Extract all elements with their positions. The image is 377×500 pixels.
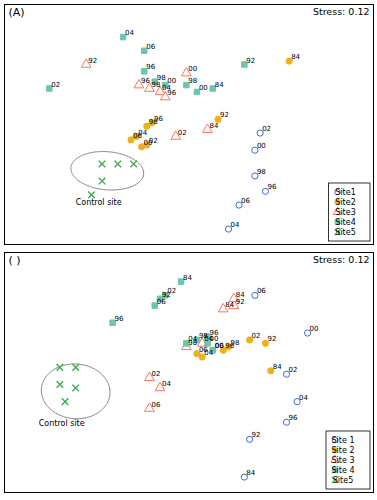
svg-text:Site 3: Site 3 bbox=[332, 456, 355, 465]
svg-text:02: 02 bbox=[149, 137, 158, 145]
svg-text:04: 04 bbox=[204, 349, 213, 357]
svg-text:06: 06 bbox=[157, 298, 166, 306]
svg-text:96: 96 bbox=[146, 63, 155, 71]
svg-text:Control site: Control site bbox=[39, 419, 85, 428]
svg-text:06: 06 bbox=[257, 287, 266, 295]
svg-text:Site3: Site3 bbox=[335, 208, 355, 217]
svg-text:84: 84 bbox=[209, 122, 218, 130]
svg-text:92: 92 bbox=[88, 57, 97, 65]
svg-text:96: 96 bbox=[154, 115, 163, 123]
svg-text:02: 02 bbox=[51, 81, 60, 89]
svg-text:06: 06 bbox=[146, 43, 155, 51]
svg-text:(A): (A) bbox=[9, 6, 25, 19]
svg-text:98: 98 bbox=[151, 81, 160, 89]
svg-text:92: 92 bbox=[267, 335, 276, 343]
svg-text:00: 00 bbox=[310, 325, 319, 333]
svg-text:84: 84 bbox=[236, 291, 245, 299]
svg-text:Site2: Site2 bbox=[335, 198, 355, 207]
svg-text:96: 96 bbox=[209, 328, 219, 337]
svg-text:Site5: Site5 bbox=[333, 476, 353, 485]
svg-text:04: 04 bbox=[188, 335, 197, 343]
svg-text:02: 02 bbox=[252, 332, 261, 340]
svg-text:96: 96 bbox=[167, 89, 176, 97]
svg-text:00: 00 bbox=[209, 335, 219, 344]
svg-text:04: 04 bbox=[231, 221, 240, 229]
svg-text:00: 00 bbox=[215, 342, 224, 350]
svg-text:92: 92 bbox=[252, 431, 261, 439]
svg-text:00: 00 bbox=[257, 142, 266, 150]
svg-text:84: 84 bbox=[225, 301, 234, 309]
svg-text:06: 06 bbox=[241, 197, 250, 205]
svg-text:98: 98 bbox=[257, 168, 266, 176]
svg-text:98: 98 bbox=[188, 77, 197, 85]
svg-text:02: 02 bbox=[167, 287, 176, 295]
svg-text:06: 06 bbox=[215, 342, 224, 350]
svg-text:84: 84 bbox=[183, 274, 192, 282]
svg-text:00: 00 bbox=[199, 84, 208, 92]
svg-text:Stress: 0.12: Stress: 0.12 bbox=[313, 254, 370, 265]
svg-text:00: 00 bbox=[167, 77, 176, 85]
svg-text:04: 04 bbox=[125, 29, 134, 37]
svg-text:84: 84 bbox=[291, 53, 300, 61]
svg-text:96: 96 bbox=[141, 77, 150, 85]
svg-text:96: 96 bbox=[115, 315, 124, 323]
svg-text:06: 06 bbox=[151, 401, 160, 409]
svg-text:98: 98 bbox=[199, 332, 208, 340]
svg-text:04: 04 bbox=[162, 380, 171, 388]
svg-text:04: 04 bbox=[138, 129, 147, 137]
svg-text:Site 1: Site 1 bbox=[332, 436, 355, 445]
svg-text:( ): ( ) bbox=[9, 254, 21, 267]
svg-text:92: 92 bbox=[220, 111, 229, 119]
svg-text:96: 96 bbox=[267, 183, 276, 191]
svg-text:84: 84 bbox=[215, 81, 224, 89]
svg-text:Site5: Site5 bbox=[335, 228, 355, 237]
svg-text:96: 96 bbox=[289, 414, 298, 422]
svg-text:98: 98 bbox=[231, 339, 240, 347]
svg-text:Site 4: Site 4 bbox=[332, 466, 355, 475]
svg-text:Control site: Control site bbox=[76, 198, 122, 207]
svg-text:Site1: Site1 bbox=[335, 188, 355, 197]
svg-text:84: 84 bbox=[246, 469, 255, 477]
svg-text:00: 00 bbox=[188, 65, 197, 73]
svg-text:92: 92 bbox=[246, 57, 255, 65]
svg-text:02: 02 bbox=[262, 125, 271, 133]
svg-text:02: 02 bbox=[151, 370, 160, 378]
svg-text:Stress: 0.12: Stress: 0.12 bbox=[313, 6, 370, 17]
svg-text:84: 84 bbox=[273, 363, 282, 371]
svg-text:04: 04 bbox=[162, 83, 171, 92]
svg-text:04: 04 bbox=[299, 394, 308, 402]
svg-text:02: 02 bbox=[178, 129, 187, 137]
svg-text:Site4: Site4 bbox=[335, 218, 355, 227]
svg-text:98: 98 bbox=[157, 74, 166, 82]
svg-text:Site 2: Site 2 bbox=[332, 446, 355, 455]
svg-text:92: 92 bbox=[236, 298, 245, 306]
svg-text:02: 02 bbox=[289, 366, 298, 374]
